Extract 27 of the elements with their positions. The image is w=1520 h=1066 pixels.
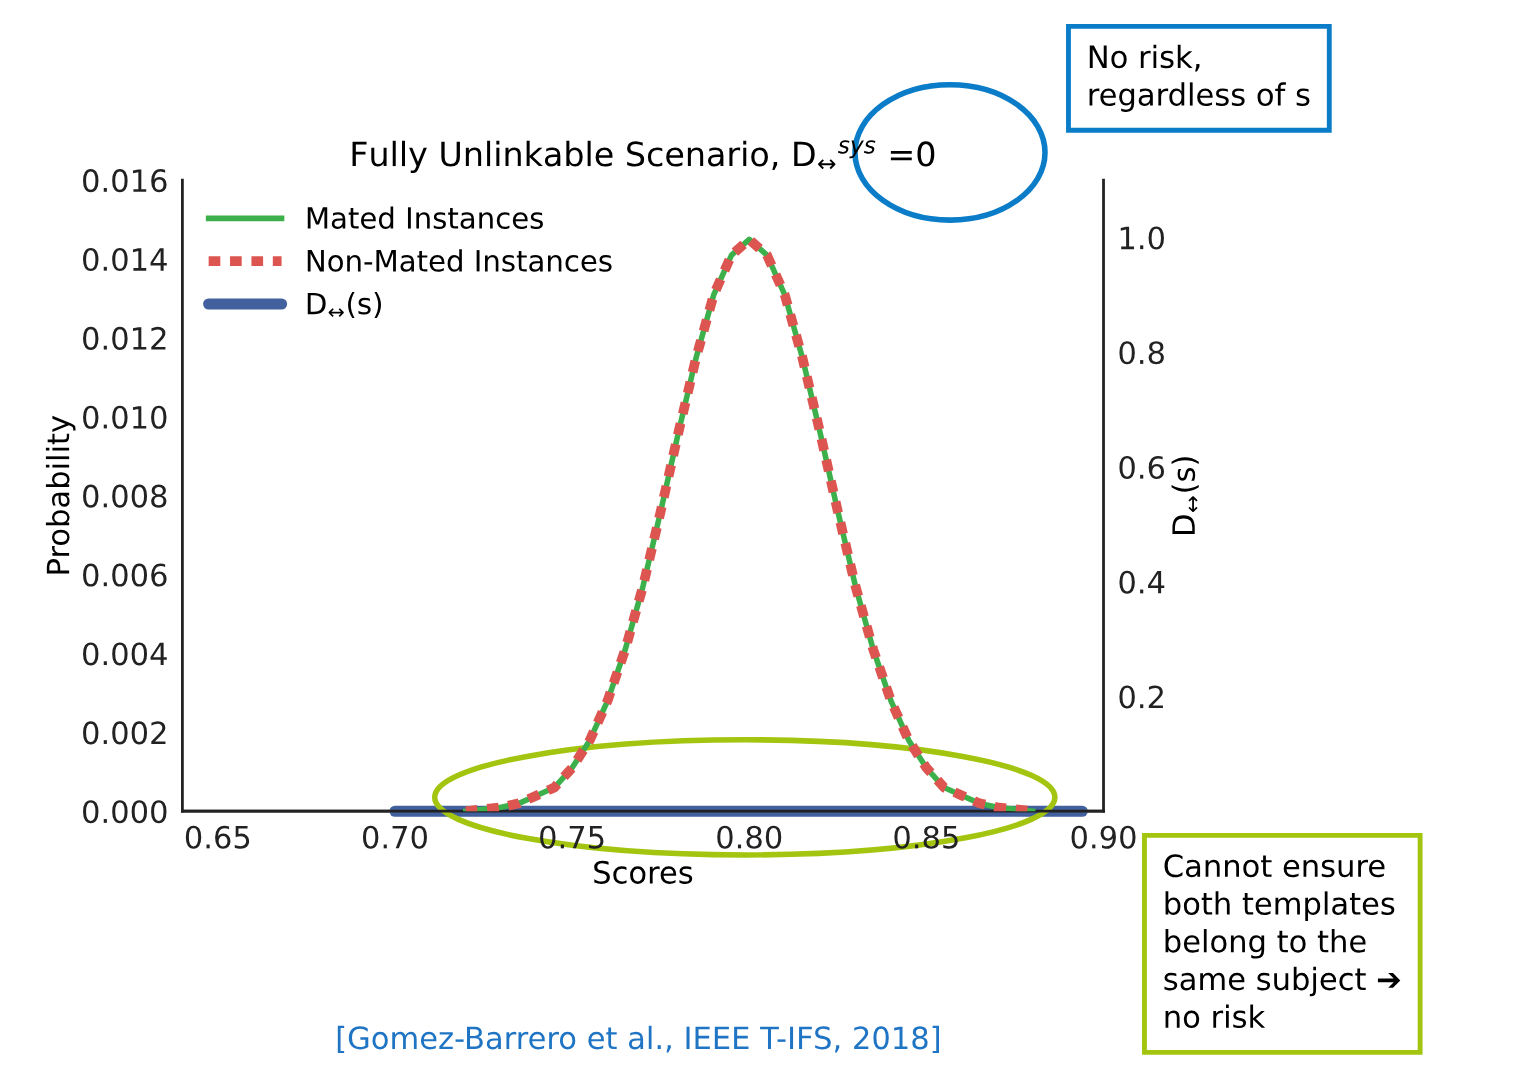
y-tick-label: 0.006 — [83, 563, 167, 587]
y-axis-title: Probability — [45, 415, 76, 574]
text: No risk, regardless of s — [1089, 44, 1310, 112]
y2-tick-label: 0.6 — [1119, 455, 1165, 480]
x-axis-title: Scores — [594, 860, 693, 884]
text: Cannot ensure both templates belong to the same subject ➔ no risk — [1164, 854, 1401, 1029]
legend-label: Non-Mated Instances — [307, 249, 612, 272]
y-tick-label: 0.014 — [83, 247, 167, 272]
x-tick-label: 0.90 — [1071, 825, 1136, 849]
y-tick-label: 0.004 — [83, 642, 167, 666]
y2-tick-label: 0.8 — [1119, 341, 1164, 365]
y-tick-label: 0.008 — [83, 484, 167, 508]
y2-tick-label: 1.0 — [1120, 226, 1164, 250]
x-tick-label: 0.80 — [717, 825, 782, 849]
legend-label: Mated Instances — [307, 206, 543, 229]
y-tick-label: 0.012 — [83, 326, 166, 350]
x-tick-label: 0.65 — [185, 825, 250, 849]
y-tick-label: 0.016 — [83, 169, 167, 193]
x-tick-label: 0.70 — [362, 825, 427, 849]
y2-tick-label: 0.2 — [1119, 685, 1163, 709]
y2-tick-label: 0.4 — [1119, 570, 1165, 594]
y-tick-label: 0.010 — [83, 405, 167, 429]
y2-axis-title: D$_{↔}$(s) — [1171, 457, 1199, 534]
legend-label: D$_{↔}$(s) — [307, 292, 381, 318]
text: [Gomez-Barrero et al., IEEE T-IFS, 2018] — [337, 1025, 939, 1054]
y-tick-label: 0.000 — [83, 800, 167, 824]
y-tick-label: 0.002 — [83, 721, 166, 745]
